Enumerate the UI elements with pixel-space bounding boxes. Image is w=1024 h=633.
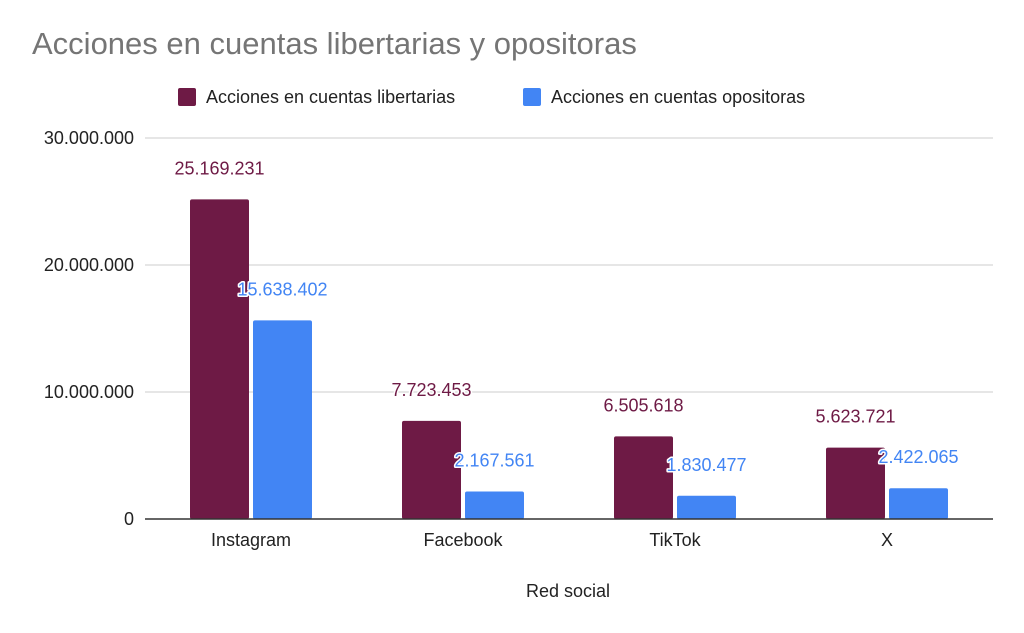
data-label: 1.830.477 <box>666 455 746 475</box>
data-label: 7.723.453 <box>391 380 471 400</box>
legend-swatch-libertarias <box>178 88 196 106</box>
legend-label-opositoras: Acciones en cuentas opositoras <box>551 86 806 107</box>
x-tick-label: TikTok <box>649 530 701 550</box>
y-tick-label: 0 <box>124 509 134 529</box>
data-label: 5.623.721 <box>815 407 895 427</box>
y-tick-label: 30.000.000 <box>44 128 134 148</box>
legend-label-libertarias: Acciones en cuentas libertarias <box>206 86 456 107</box>
chart-title: Acciones en cuentas libertarias y oposit… <box>32 26 637 61</box>
x-axis-title: Red social <box>526 581 610 601</box>
data-label: 25.169.231 <box>174 158 264 178</box>
bar <box>677 495 736 519</box>
y-axis-ticks: 0 10.000.000 20.000.000 30.000.000 <box>44 128 134 529</box>
x-tick-label: X <box>881 530 893 550</box>
bars <box>190 199 948 519</box>
bar <box>614 436 673 519</box>
data-label: 15.638.402 <box>237 279 327 299</box>
x-axis-ticks: Instagram Facebook TikTok X <box>145 518 993 550</box>
legend-item-libertarias[interactable]: Acciones en cuentas libertarias <box>178 84 455 110</box>
x-tick-label: Facebook <box>423 530 503 550</box>
bar <box>190 199 249 519</box>
x-tick-label: Instagram <box>211 530 291 550</box>
bar <box>402 420 461 519</box>
legend-item-opositoras[interactable]: Acciones en cuentas opositoras <box>523 84 805 110</box>
bar <box>826 447 885 519</box>
y-tick-label: 20.000.000 <box>44 255 134 275</box>
bar <box>889 488 948 519</box>
y-tick-label: 10.000.000 <box>44 382 134 402</box>
legend: Acciones en cuentas libertarias Acciones… <box>0 84 1024 110</box>
legend-swatch-opositoras <box>523 88 541 106</box>
bar <box>465 491 524 519</box>
data-labels: 25.169.231 15.638.402 7.723.453 2.167.561 6.… <box>173 157 960 476</box>
data-label: 2.422.065 <box>878 447 958 467</box>
data-label: 6.505.618 <box>603 395 683 415</box>
bar <box>253 320 312 519</box>
data-label: 2.167.561 <box>454 450 534 470</box>
